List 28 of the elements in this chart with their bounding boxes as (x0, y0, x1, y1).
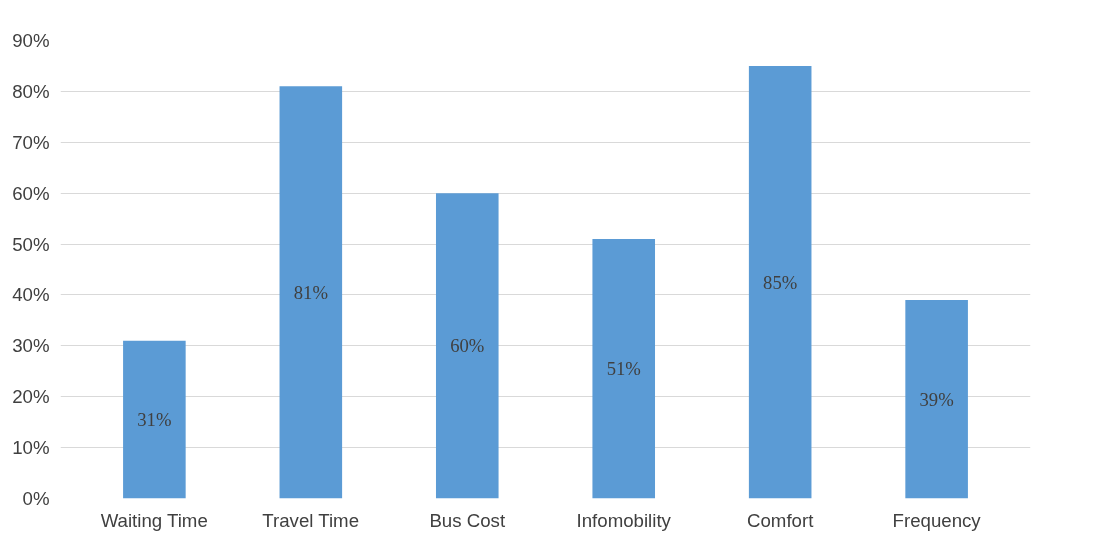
data-label: 60% (450, 335, 485, 357)
x-tick-label: Bus Cost (429, 509, 506, 531)
data-label: 39% (919, 388, 954, 410)
y-tick-label: 70% (12, 131, 50, 153)
y-tick-label: 20% (12, 386, 50, 408)
bar (905, 300, 968, 499)
x-tick-label: Waiting Time (100, 509, 208, 531)
data-label: 81% (293, 281, 328, 303)
data-label: 85% (763, 271, 798, 293)
y-tick-label: 90% (12, 30, 50, 51)
y-tick-label: 40% (12, 284, 50, 306)
y-tick-label: 0% (22, 488, 50, 509)
bar (123, 340, 186, 499)
y-tick-label: 80% (12, 80, 50, 102)
x-tick-label: Infomobility (576, 509, 672, 531)
x-tick-label: Travel Time (262, 509, 360, 531)
data-label: 31% (137, 409, 172, 431)
bar (279, 86, 343, 499)
y-tick-label: 60% (12, 182, 50, 204)
y-tick-label: 10% (12, 437, 50, 459)
y-tick-label: 50% (12, 233, 50, 255)
x-tick-label: Frequency (892, 509, 982, 531)
bar (435, 193, 499, 499)
x-tick-label: Comfort (747, 509, 815, 531)
bar (592, 238, 656, 499)
bar (748, 65, 812, 499)
data-label: 51% (606, 358, 641, 380)
y-tick-label: 30% (12, 335, 50, 357)
